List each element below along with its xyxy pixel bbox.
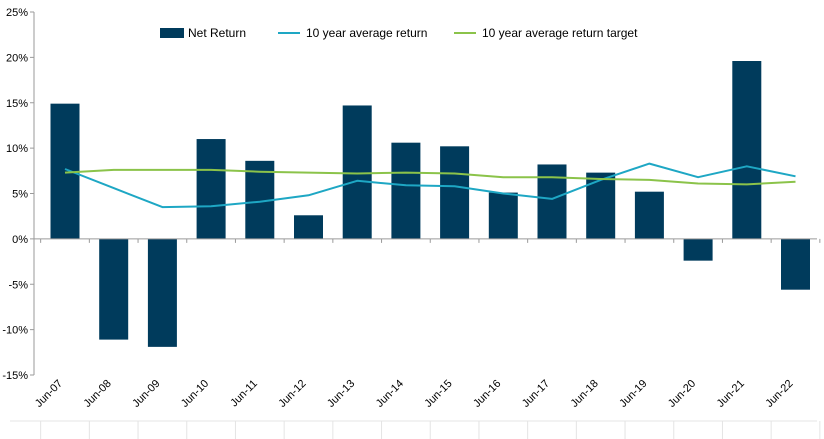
line-10-year-average-return-target <box>64 168 796 186</box>
bar-net-return <box>537 164 567 239</box>
bar-net-return <box>342 105 372 239</box>
bar-net-return <box>391 142 421 239</box>
bar-net-return <box>781 238 810 290</box>
bar-net-return <box>99 238 129 340</box>
y-tick-label: 20% <box>6 52 28 64</box>
y-axis: -15% -10% -5% 0% 5% 10% 15% 20% 25% <box>2 7 35 382</box>
y-tick-label: 15% <box>6 98 28 110</box>
x-tick-label: Jun-09 <box>130 378 162 410</box>
line-10-year-average-return <box>64 162 796 209</box>
legend-label: 10 year average return target <box>482 26 638 40</box>
y-tick-label: -5% <box>8 279 28 291</box>
bars <box>50 61 810 347</box>
bar-net-return <box>732 61 762 239</box>
x-tick-label: Jun-22 <box>763 378 795 410</box>
x-tick-label: Jun-10 <box>179 378 211 410</box>
x-tick-label: Jun-14 <box>374 378 406 410</box>
bar-net-return <box>586 172 616 239</box>
y-tick-label: 5% <box>12 189 28 201</box>
x-tick-label: Jun-07 <box>33 378 65 410</box>
bar-net-return <box>440 146 470 239</box>
y-tick-label: 0% <box>12 234 28 246</box>
legend-label: Net Return <box>188 26 246 40</box>
x-tick-label: Jun-12 <box>276 378 308 410</box>
x-tick-label: Jun-11 <box>228 378 260 410</box>
x-tick-label: Jun-18 <box>569 378 601 410</box>
bar-net-return <box>147 238 177 347</box>
x-tick-label: Jun-17 <box>520 378 552 410</box>
y-tick-label: 25% <box>6 7 28 19</box>
bar-net-return <box>196 139 226 239</box>
x-tick-label: Jun-15 <box>422 378 454 410</box>
x-tick-label: Jun-20 <box>666 378 698 410</box>
y-tick-label: -15% <box>2 370 28 382</box>
y-tick-label: -10% <box>2 325 28 337</box>
legend-swatch-net-return <box>160 28 184 38</box>
x-tick-label: Jun-21 <box>715 378 747 410</box>
x-tick-label: Jun-08 <box>82 378 114 410</box>
bar-net-return <box>683 238 713 261</box>
bar-net-return <box>488 192 518 239</box>
bar-net-return <box>634 191 664 239</box>
legend-label: 10 year average return <box>306 26 427 40</box>
bar-net-return <box>294 215 323 239</box>
series-lines <box>64 162 796 209</box>
x-axis: Jun-07 Jun-08 Jun-09 Jun-10 Jun-11 Jun-12 Jun-… <box>10 238 821 439</box>
x-tick-label: Jun-13 <box>325 378 357 410</box>
x-tick-label: Jun-19 <box>617 378 649 410</box>
y-tick-label: 10% <box>6 143 28 155</box>
x-tick-label: Jun-16 <box>471 378 503 410</box>
legend: Net Return 10 year average return 10 year … <box>160 26 638 40</box>
